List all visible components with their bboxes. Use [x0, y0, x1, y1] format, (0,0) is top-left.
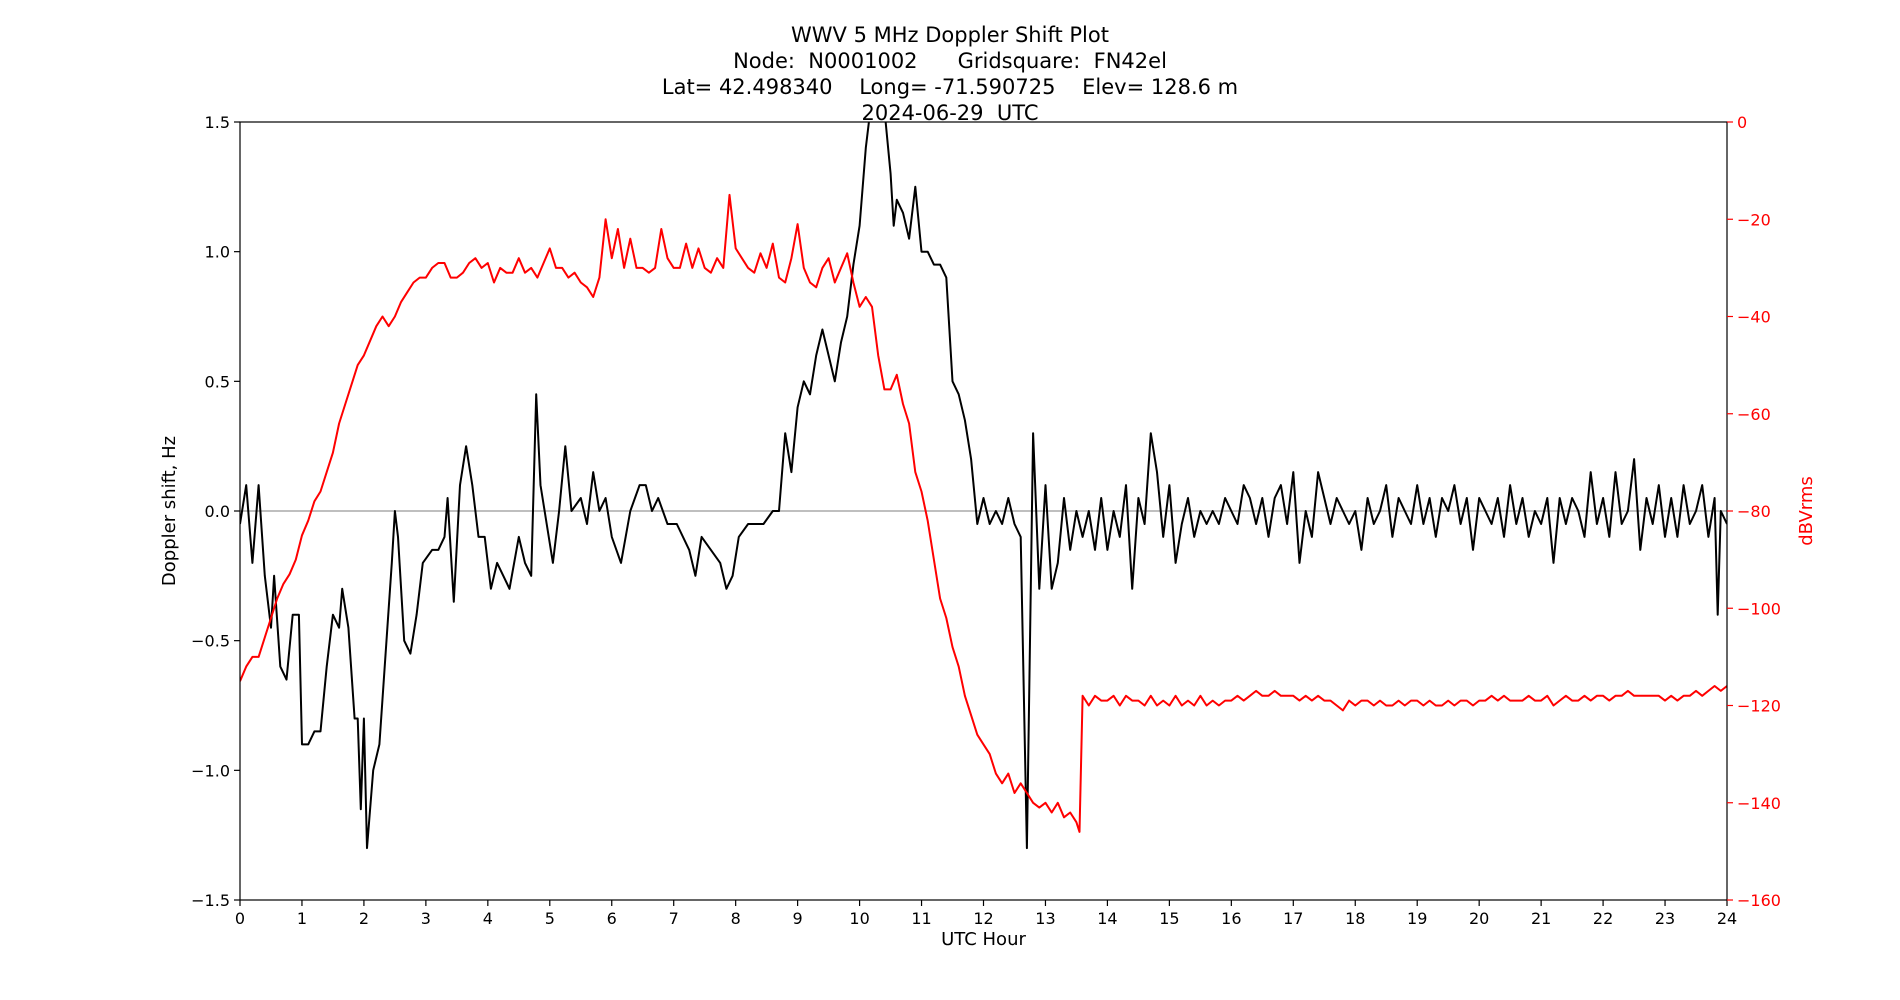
x-tick-label: 23 — [1655, 909, 1675, 928]
title-block: WWV 5 MHz Doppler Shift Plot Node: N0001… — [0, 22, 1900, 126]
right-y-tick-label: −40 — [1737, 308, 1771, 327]
left-y-axis-label: Doppler shift, Hz — [159, 436, 180, 586]
x-tick-label: 8 — [731, 909, 741, 928]
x-tick-label: 18 — [1345, 909, 1365, 928]
left-y-axis: −1.5 −1.0 −0.5 0.0 0.5 1.0 1.5 — [191, 113, 240, 910]
x-tick-label: 13 — [1035, 909, 1055, 928]
x-tick-label: 2 — [359, 909, 369, 928]
x-tick-label: 5 — [545, 909, 555, 928]
x-tick-label: 9 — [793, 909, 803, 928]
x-tick-label: 3 — [421, 909, 431, 928]
series-layer — [240, 122, 1727, 850]
subtitle-node: Node: N0001002 Gridsquare: FN42el — [733, 49, 1167, 73]
series-doppler-line — [240, 122, 1727, 850]
x-tick-label: 16 — [1221, 909, 1241, 928]
left-y-tick-label: −1.5 — [191, 891, 230, 910]
left-y-tick-label: 1.5 — [205, 113, 230, 132]
x-tick-label: 19 — [1407, 909, 1427, 928]
left-y-tick-label: −0.5 — [191, 632, 230, 651]
left-y-tick-label: 0.0 — [205, 502, 230, 521]
left-y-tick-label: −1.0 — [191, 761, 230, 780]
right-y-tick-label: −20 — [1737, 210, 1771, 229]
right-y-tick-label: −100 — [1737, 599, 1781, 618]
x-tick-label: 1 — [297, 909, 307, 928]
right-y-tick-label: 0 — [1737, 113, 1747, 132]
x-tick-label: 20 — [1469, 909, 1489, 928]
subtitle-location: Lat= 42.498340 Long= -71.590725 Elev= 12… — [661, 75, 1239, 99]
left-y-tick-label: 1.0 — [205, 243, 230, 262]
right-y-tick-label: −120 — [1737, 697, 1781, 716]
x-axis-label: UTC Hour — [941, 929, 1026, 950]
right-y-tick-label: −160 — [1737, 891, 1781, 910]
x-tick-label: 7 — [669, 909, 679, 928]
x-tick-label: 24 — [1717, 909, 1737, 928]
x-axis: 0 1 2 3 4 5 6 7 8 9 10 11 12 13 14 15 16 17 18 19 20 21 22 23 24 — [235, 900, 1737, 928]
x-tick-label: 14 — [1097, 909, 1117, 928]
x-tick-label: 4 — [483, 909, 493, 928]
x-tick-label: 12 — [973, 909, 993, 928]
chart-title: WWV 5 MHz Doppler Shift Plot — [791, 23, 1109, 47]
x-tick-label: 17 — [1283, 909, 1303, 928]
x-tick-label: 6 — [607, 909, 617, 928]
x-tick-label: 0 — [235, 909, 245, 928]
right-y-tick-label: −140 — [1737, 794, 1781, 813]
x-tick-label: 21 — [1531, 909, 1551, 928]
right-y-axis: −160 −140 −120 −100 −80 −60 −40 −20 0 — [1727, 113, 1781, 910]
right-y-tick-label: −60 — [1737, 405, 1771, 424]
right-y-tick-label: −80 — [1737, 502, 1771, 521]
x-tick-label: 22 — [1593, 909, 1613, 928]
right-y-axis-label: dBVrms — [1796, 476, 1817, 546]
left-y-tick-label: 0.5 — [205, 372, 230, 391]
subtitle-date: 2024-06-29 UTC — [861, 101, 1039, 125]
x-tick-label: 10 — [849, 909, 869, 928]
series-power-line — [240, 193, 1727, 833]
x-tick-label: 15 — [1159, 909, 1179, 928]
x-tick-label: 11 — [911, 909, 931, 928]
